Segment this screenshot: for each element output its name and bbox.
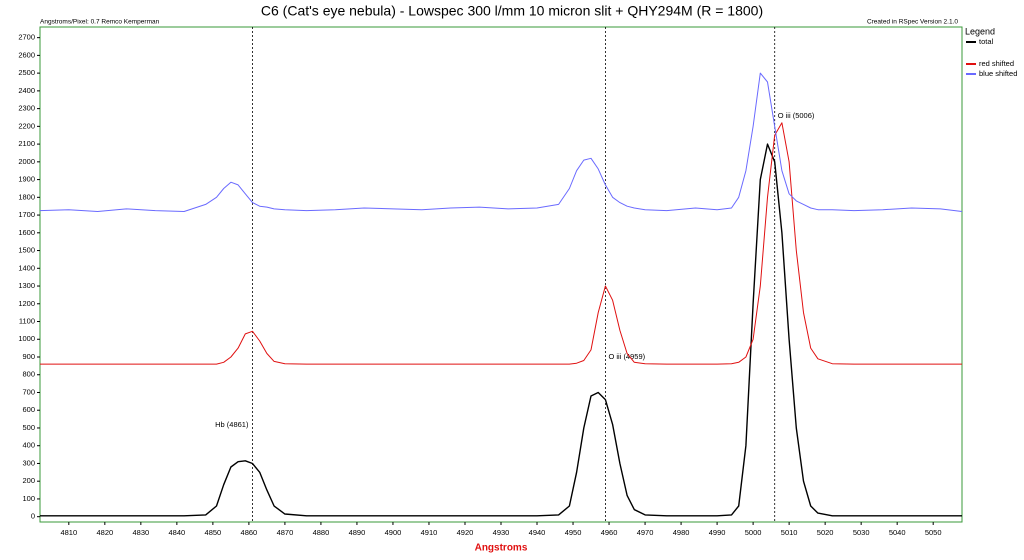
x-tick-label: 4970: [637, 528, 654, 537]
y-tick-label: 1400: [18, 263, 35, 272]
x-tick-label: 4910: [421, 528, 438, 537]
y-tick-label: 2100: [18, 139, 35, 148]
y-tick-label: 800: [22, 370, 35, 379]
x-tick-label: 5000: [745, 528, 762, 537]
y-tick-label: 0: [31, 512, 35, 521]
x-tick-label: 4880: [313, 528, 330, 537]
x-tick-label: 4990: [709, 528, 726, 537]
left-note: Angstroms/Pixel: 0.7 Remco Kemperman: [40, 19, 160, 26]
x-tick-label: 4840: [169, 528, 186, 537]
y-tick-label: 600: [22, 405, 35, 414]
x-tick-label: 4810: [60, 528, 77, 537]
x-tick-label: 4850: [205, 528, 222, 537]
legend-label: red shifted: [979, 59, 1014, 68]
reference-label: O iii (4959): [608, 352, 645, 361]
x-tick-label: 5050: [925, 528, 942, 537]
x-tick-label: 5020: [817, 528, 834, 537]
y-tick-label: 100: [22, 494, 35, 503]
y-tick-label: 1200: [18, 299, 35, 308]
y-tick-label: 2400: [18, 86, 35, 95]
y-tick-label: 2300: [18, 104, 35, 113]
x-axis-label: Angstroms: [475, 543, 528, 554]
y-tick-label: 1900: [18, 175, 35, 184]
series-line: [40, 143, 962, 517]
x-tick-label: 4940: [529, 528, 546, 537]
x-tick-label: 4980: [673, 528, 690, 537]
x-tick-label: 4950: [565, 528, 582, 537]
y-tick-label: 1700: [18, 210, 35, 219]
y-tick-label: 2500: [18, 68, 35, 77]
series-line: [40, 122, 962, 365]
y-tick-label: 700: [22, 387, 35, 396]
y-tick-label: 1500: [18, 246, 35, 255]
x-tick-label: 4870: [277, 528, 294, 537]
x-tick-label: 4960: [601, 528, 618, 537]
legend-label: total: [979, 37, 994, 46]
chart-title: C6 (Cat's eye nebula) - Lowspec 300 l/mm…: [261, 3, 763, 19]
series-line: [39, 72, 963, 212]
legend-label: blue shifted: [979, 69, 1017, 78]
y-tick-label: 1600: [18, 228, 35, 237]
y-tick-label: 2000: [18, 157, 35, 166]
legend-title: Legend: [965, 26, 995, 36]
x-tick-label: 4890: [349, 528, 366, 537]
y-tick-label: 1100: [19, 317, 35, 326]
x-tick-label: 5010: [781, 528, 798, 537]
y-tick-label: 500: [22, 423, 35, 432]
reference-label: Hb (4861): [215, 420, 249, 429]
x-tick-label: 4860: [241, 528, 258, 537]
x-tick-label: 4920: [457, 528, 474, 537]
x-tick-label: 4830: [133, 528, 150, 537]
x-tick-label: 5040: [889, 528, 906, 537]
x-tick-label: 4900: [385, 528, 402, 537]
y-tick-label: 900: [22, 352, 35, 361]
reference-label: O iii (5006): [778, 111, 815, 120]
y-tick-label: 200: [22, 476, 35, 485]
plot-frame: [39, 26, 963, 523]
y-tick-label: 1800: [18, 192, 35, 201]
x-tick-label: 4930: [493, 528, 510, 537]
y-tick-label: 2600: [18, 50, 35, 59]
x-tick-label: 4820: [96, 528, 113, 537]
y-tick-label: 2200: [18, 121, 35, 130]
x-tick-label: 5030: [853, 528, 870, 537]
right-note: Created in RSpec Version 2.1.0: [867, 19, 958, 26]
y-tick-label: 2700: [18, 33, 35, 42]
y-tick-label: 1000: [18, 334, 35, 343]
y-tick-label: 1300: [18, 281, 35, 290]
y-tick-label: 400: [22, 441, 35, 450]
y-tick-label: 300: [22, 458, 35, 467]
